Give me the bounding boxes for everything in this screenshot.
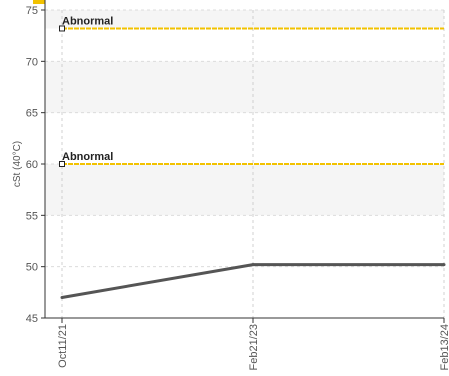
bands-layer bbox=[45, 10, 444, 216]
x-tick-label: Feb21/23 bbox=[248, 324, 260, 370]
x-tick-label: Oct11/21 bbox=[57, 324, 69, 368]
axis-layer: 45 50 55 60 65 70 75 cSt (40°C) Oct11/21 Feb21/23… bbox=[12, 0, 449, 370]
data-point bbox=[251, 263, 255, 267]
y-tick-label: 45 bbox=[26, 313, 38, 325]
x-tick-label: Feb13/24 bbox=[439, 324, 449, 370]
band-0 bbox=[45, 164, 444, 216]
label-layer: Abnormal Abnormal bbox=[59, 15, 113, 167]
threshold-marker-0 bbox=[59, 25, 65, 32]
series-layer bbox=[60, 263, 446, 299]
y-tick-label: 55 bbox=[26, 210, 38, 222]
threshold-marker-1 bbox=[59, 161, 65, 167]
corner-accent bbox=[33, 0, 45, 4]
threshold-label: Abnormal bbox=[62, 151, 113, 163]
threshold-label: Abnormal bbox=[62, 15, 113, 27]
threshold-layer bbox=[62, 27, 444, 165]
data-point bbox=[60, 295, 64, 299]
y-tick-label: 70 bbox=[26, 56, 38, 68]
y-tick-label: 75 bbox=[26, 5, 38, 17]
y-tick-label: 65 bbox=[26, 108, 38, 120]
data-point bbox=[442, 263, 446, 267]
y-axis-label: cSt (40°C) bbox=[12, 141, 23, 187]
band-1 bbox=[45, 61, 444, 113]
y-tick-label: 50 bbox=[26, 262, 38, 274]
band-2 bbox=[45, 10, 444, 29]
y-tick-label: 60 bbox=[26, 159, 38, 171]
